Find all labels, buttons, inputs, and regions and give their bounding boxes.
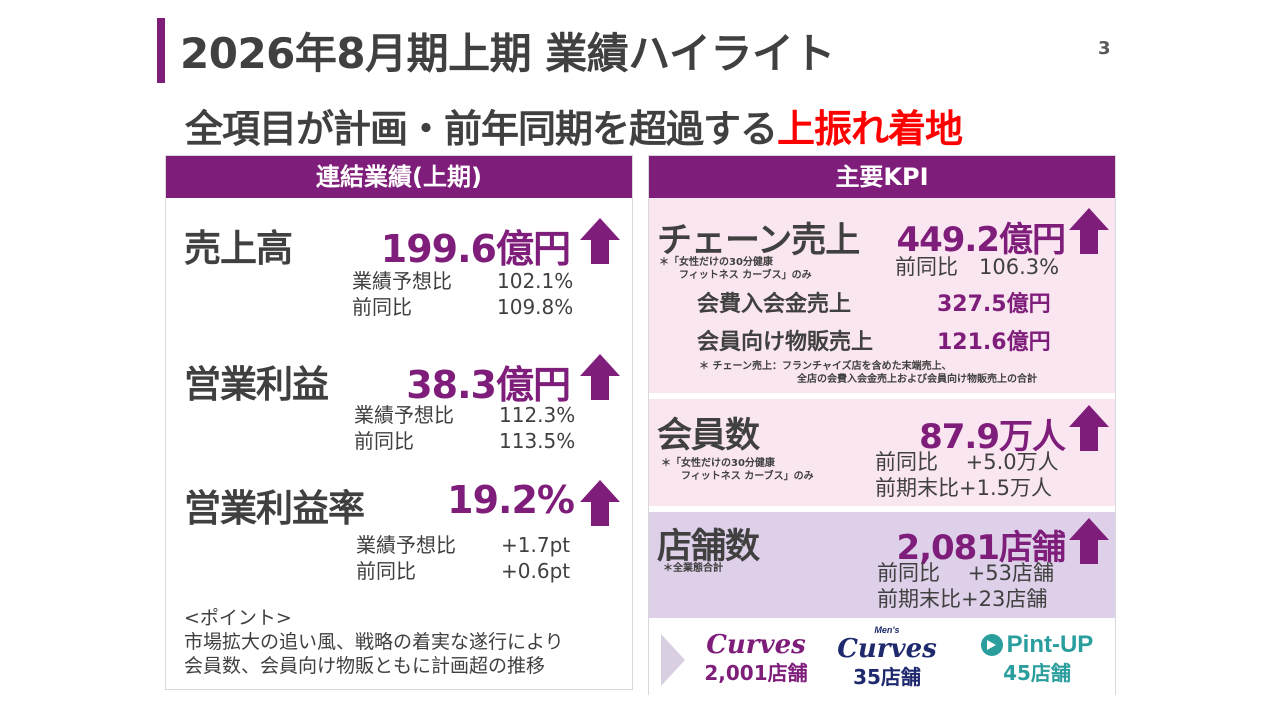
metric-label: 営業利益率 — [184, 487, 365, 530]
kpi-label: 会員数 — [657, 416, 760, 456]
up-arrow-icon — [1069, 518, 1109, 564]
chain-sales-footnote: ＊ チェーン売上：フランチャイズ店を含めた末端売上、 全店の会費入会金売上および… — [699, 361, 1037, 385]
key-kpi-panel: 主要KPI チェーン売上 449.2億円 ＊「女性だけの30分健康 フィットネス… — [648, 155, 1116, 696]
consolidated-results-panel: 連結業績(上期) 売上高 199.6億円 業績予想比 102.1% 前同比 109.… — [165, 155, 633, 690]
point-heading: <ポイント> — [184, 607, 292, 629]
sub-row: 前同比 113.5% — [354, 429, 576, 453]
brand-store-count: 2,001店舗 — [704, 661, 808, 685]
brand-store-count: 35店舗 — [853, 665, 921, 689]
mens-label: Men's — [874, 625, 900, 635]
kpi-vs-prev-end: 前期末比+23店舗 — [877, 587, 1048, 611]
kpi-note: ＊全業態合計 — [663, 563, 723, 574]
page-number: 3 — [1098, 38, 1111, 59]
kpi-stores: 店舗数 2,081店舗 ＊全業態合計 前同比 +53店舗 前期末比+23店舗 — [649, 512, 1115, 618]
up-arrow-icon — [1069, 405, 1109, 451]
brand-store-count: 45店舗 — [1003, 661, 1071, 685]
curves-logo: Curves — [706, 630, 806, 660]
point-line: 市場拡大の追い風、戦略の着実な遂行により — [184, 631, 564, 653]
kpi-yoy: 前同比 106.3% — [895, 255, 1060, 279]
up-arrow-icon — [1069, 208, 1109, 254]
key-points: <ポイント> 市場拡大の追い風、戦略の着実な遂行により 会員数、会員向け物販とも… — [184, 606, 564, 678]
metric-value: 19.2% — [447, 478, 575, 522]
sub-row: 前同比 +0.6pt — [356, 559, 571, 583]
brand-curves: Curves 2,001店舗 — [701, 630, 811, 686]
up-arrow-icon — [580, 354, 620, 400]
sub-row: 業績予想比 102.1% — [352, 269, 574, 293]
subtitle-main: 全項目が計画・前年同期を超過する — [185, 107, 778, 151]
kpi-yoy: 前同比 +53店舗 — [877, 561, 1054, 585]
metric-value: 38.3億円 — [406, 363, 571, 407]
kpi-label: チェーン売上 — [657, 221, 860, 261]
panel-header: 主要KPI — [649, 156, 1115, 198]
kpi-note: ＊「女性だけの30分健康 フィットネス カーブス」のみ — [659, 257, 812, 281]
pint-up-logo: Pint-UP — [967, 630, 1107, 660]
metric-label: 売上高 — [184, 227, 293, 270]
brand-pint-up: Pint-UP 45店舗 — [967, 630, 1107, 686]
pointer-triangle-icon — [661, 634, 685, 686]
mens-curves-logo: Curves — [837, 634, 937, 664]
sub-row: 業績予想比 112.3% — [354, 403, 576, 427]
up-arrow-icon — [580, 218, 620, 264]
page-title: 2026年8月期上期 業績ハイライト — [180, 29, 835, 78]
kpi-value: 449.2億円 — [896, 220, 1066, 260]
sub-row: 業績予想比 +1.7pt — [356, 533, 571, 557]
metric-value: 199.6億円 — [380, 227, 571, 271]
kpi-value: 87.9万人 — [919, 417, 1066, 457]
up-arrow-icon — [580, 480, 620, 526]
kpi-value: 2,081店舗 — [896, 528, 1066, 568]
pint-up-bird-icon — [980, 634, 1003, 656]
sub-row: 前同比 109.8% — [352, 295, 574, 319]
brand-mens-curves: Men's Curves 35店舗 — [837, 626, 937, 690]
subtitle-highlight: 上振れ着地 — [777, 107, 963, 151]
kpi-note: ＊「女性だけの30分健康 フィットネス カーブス」のみ — [661, 458, 814, 482]
brand-breakdown: Curves 2,001店舗 Men's Curves 35店舗 Pint-UP… — [649, 624, 1115, 696]
page-subtitle: 全項目が計画・前年同期を超過する上振れ着地 — [185, 98, 963, 153]
metric-label: 営業利益 — [184, 363, 329, 406]
kpi-yoy: 前同比 +5.0万人 — [875, 450, 1059, 474]
panel-header: 連結業績(上期) — [166, 156, 632, 198]
point-line: 会員数、会員向け物販ともに計画超の推移 — [184, 655, 546, 677]
kpi-members: 会員数 87.9万人 ＊「女性だけの30分健康 フィットネス カーブス」のみ 前… — [649, 399, 1115, 506]
kpi-label: 店舗数 — [657, 527, 760, 567]
kpi-vs-prev-end: 前期末比+1.5万人 — [875, 476, 1052, 500]
title-accent-bar — [157, 18, 165, 83]
kpi-chain-sales: チェーン売上 449.2億円 ＊「女性だけの30分健康 フィットネス カーブス」… — [649, 198, 1115, 393]
